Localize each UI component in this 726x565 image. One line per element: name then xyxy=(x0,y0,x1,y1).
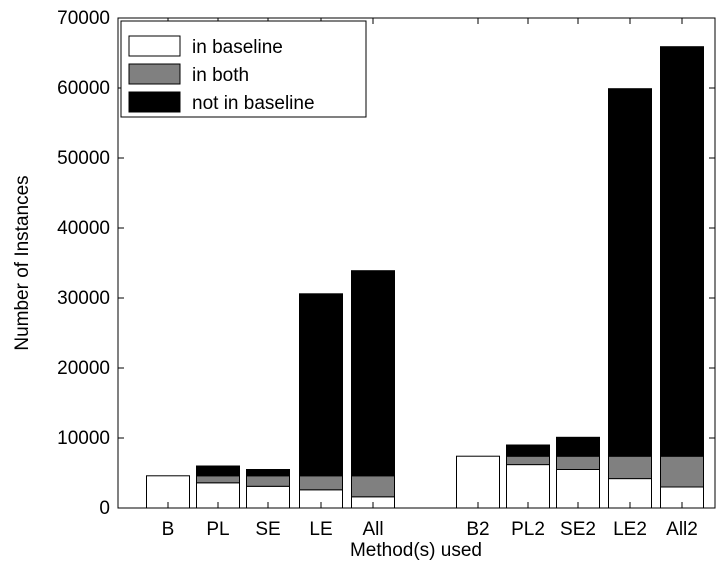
legend-label: not in baseline xyxy=(192,93,315,114)
x-axis: B PL SE LE All B2 PL2 SE2 LE2 All2 xyxy=(162,18,698,540)
bar-PL-in-both xyxy=(196,475,240,484)
y-tick-label: 0 xyxy=(99,498,110,519)
x-tick-label: All2 xyxy=(666,519,698,540)
bar-All-in-both xyxy=(351,475,395,498)
bar-SE2-in-baseline xyxy=(556,469,600,509)
y-tick-label: 70000 xyxy=(57,8,110,29)
legend-swatch-in-both xyxy=(128,63,181,85)
legend: in baseline in both not in baseline xyxy=(120,20,367,118)
legend-label: in both xyxy=(192,65,249,86)
y-axis: 0 10000 20000 30000 40000 50000 60000 70000 xyxy=(57,8,715,519)
bars-group xyxy=(146,46,704,509)
x-tick-label: SE xyxy=(255,519,280,540)
bar-All2-in-both xyxy=(660,455,704,488)
x-tick-label: B2 xyxy=(466,519,489,540)
y-tick-label: 40000 xyxy=(57,218,110,239)
y-tick-label: 20000 xyxy=(57,358,110,379)
bar-All2-not-in-baseline xyxy=(660,46,704,457)
y-tick-label: 10000 xyxy=(57,428,110,449)
bar-B2-in-baseline xyxy=(456,455,500,509)
bar-LE-not-in-baseline xyxy=(299,293,343,477)
x-tick-label: SE2 xyxy=(560,519,596,540)
bar-PL2-in-baseline xyxy=(506,464,550,509)
bar-LE-in-both xyxy=(299,475,343,491)
bar-SE-in-both xyxy=(246,475,290,487)
bar-SE-not-in-baseline xyxy=(246,469,290,477)
y-axis-label: Number of Instances xyxy=(12,175,33,350)
y-tick-label: 60000 xyxy=(57,78,110,99)
y-tick-label: 30000 xyxy=(57,288,110,309)
legend-swatch-not-in-baseline xyxy=(128,91,181,113)
bar-PL-not-in-baseline xyxy=(196,465,240,477)
x-axis-label: Method(s) used xyxy=(350,540,482,561)
x-tick-label: PL2 xyxy=(511,519,545,540)
legend-label: in baseline xyxy=(192,37,283,58)
bar-SE2-not-in-baseline xyxy=(556,436,600,457)
bar-PL2-not-in-baseline xyxy=(506,444,550,457)
bar-LE2-not-in-baseline xyxy=(608,88,652,457)
x-tick-label: All xyxy=(362,519,383,540)
legend-swatch-in-baseline xyxy=(128,35,181,57)
x-tick-label: LE2 xyxy=(613,519,647,540)
bar-PL2-in-both xyxy=(506,455,550,466)
x-tick-label: PL xyxy=(206,519,229,540)
x-tick-label: LE xyxy=(309,519,332,540)
y-tick-label: 50000 xyxy=(57,148,110,169)
x-tick-label: B xyxy=(162,519,175,540)
bar-SE2-in-both xyxy=(556,455,600,471)
bar-All-not-in-baseline xyxy=(351,270,395,477)
bar-LE2-in-both xyxy=(608,455,652,480)
